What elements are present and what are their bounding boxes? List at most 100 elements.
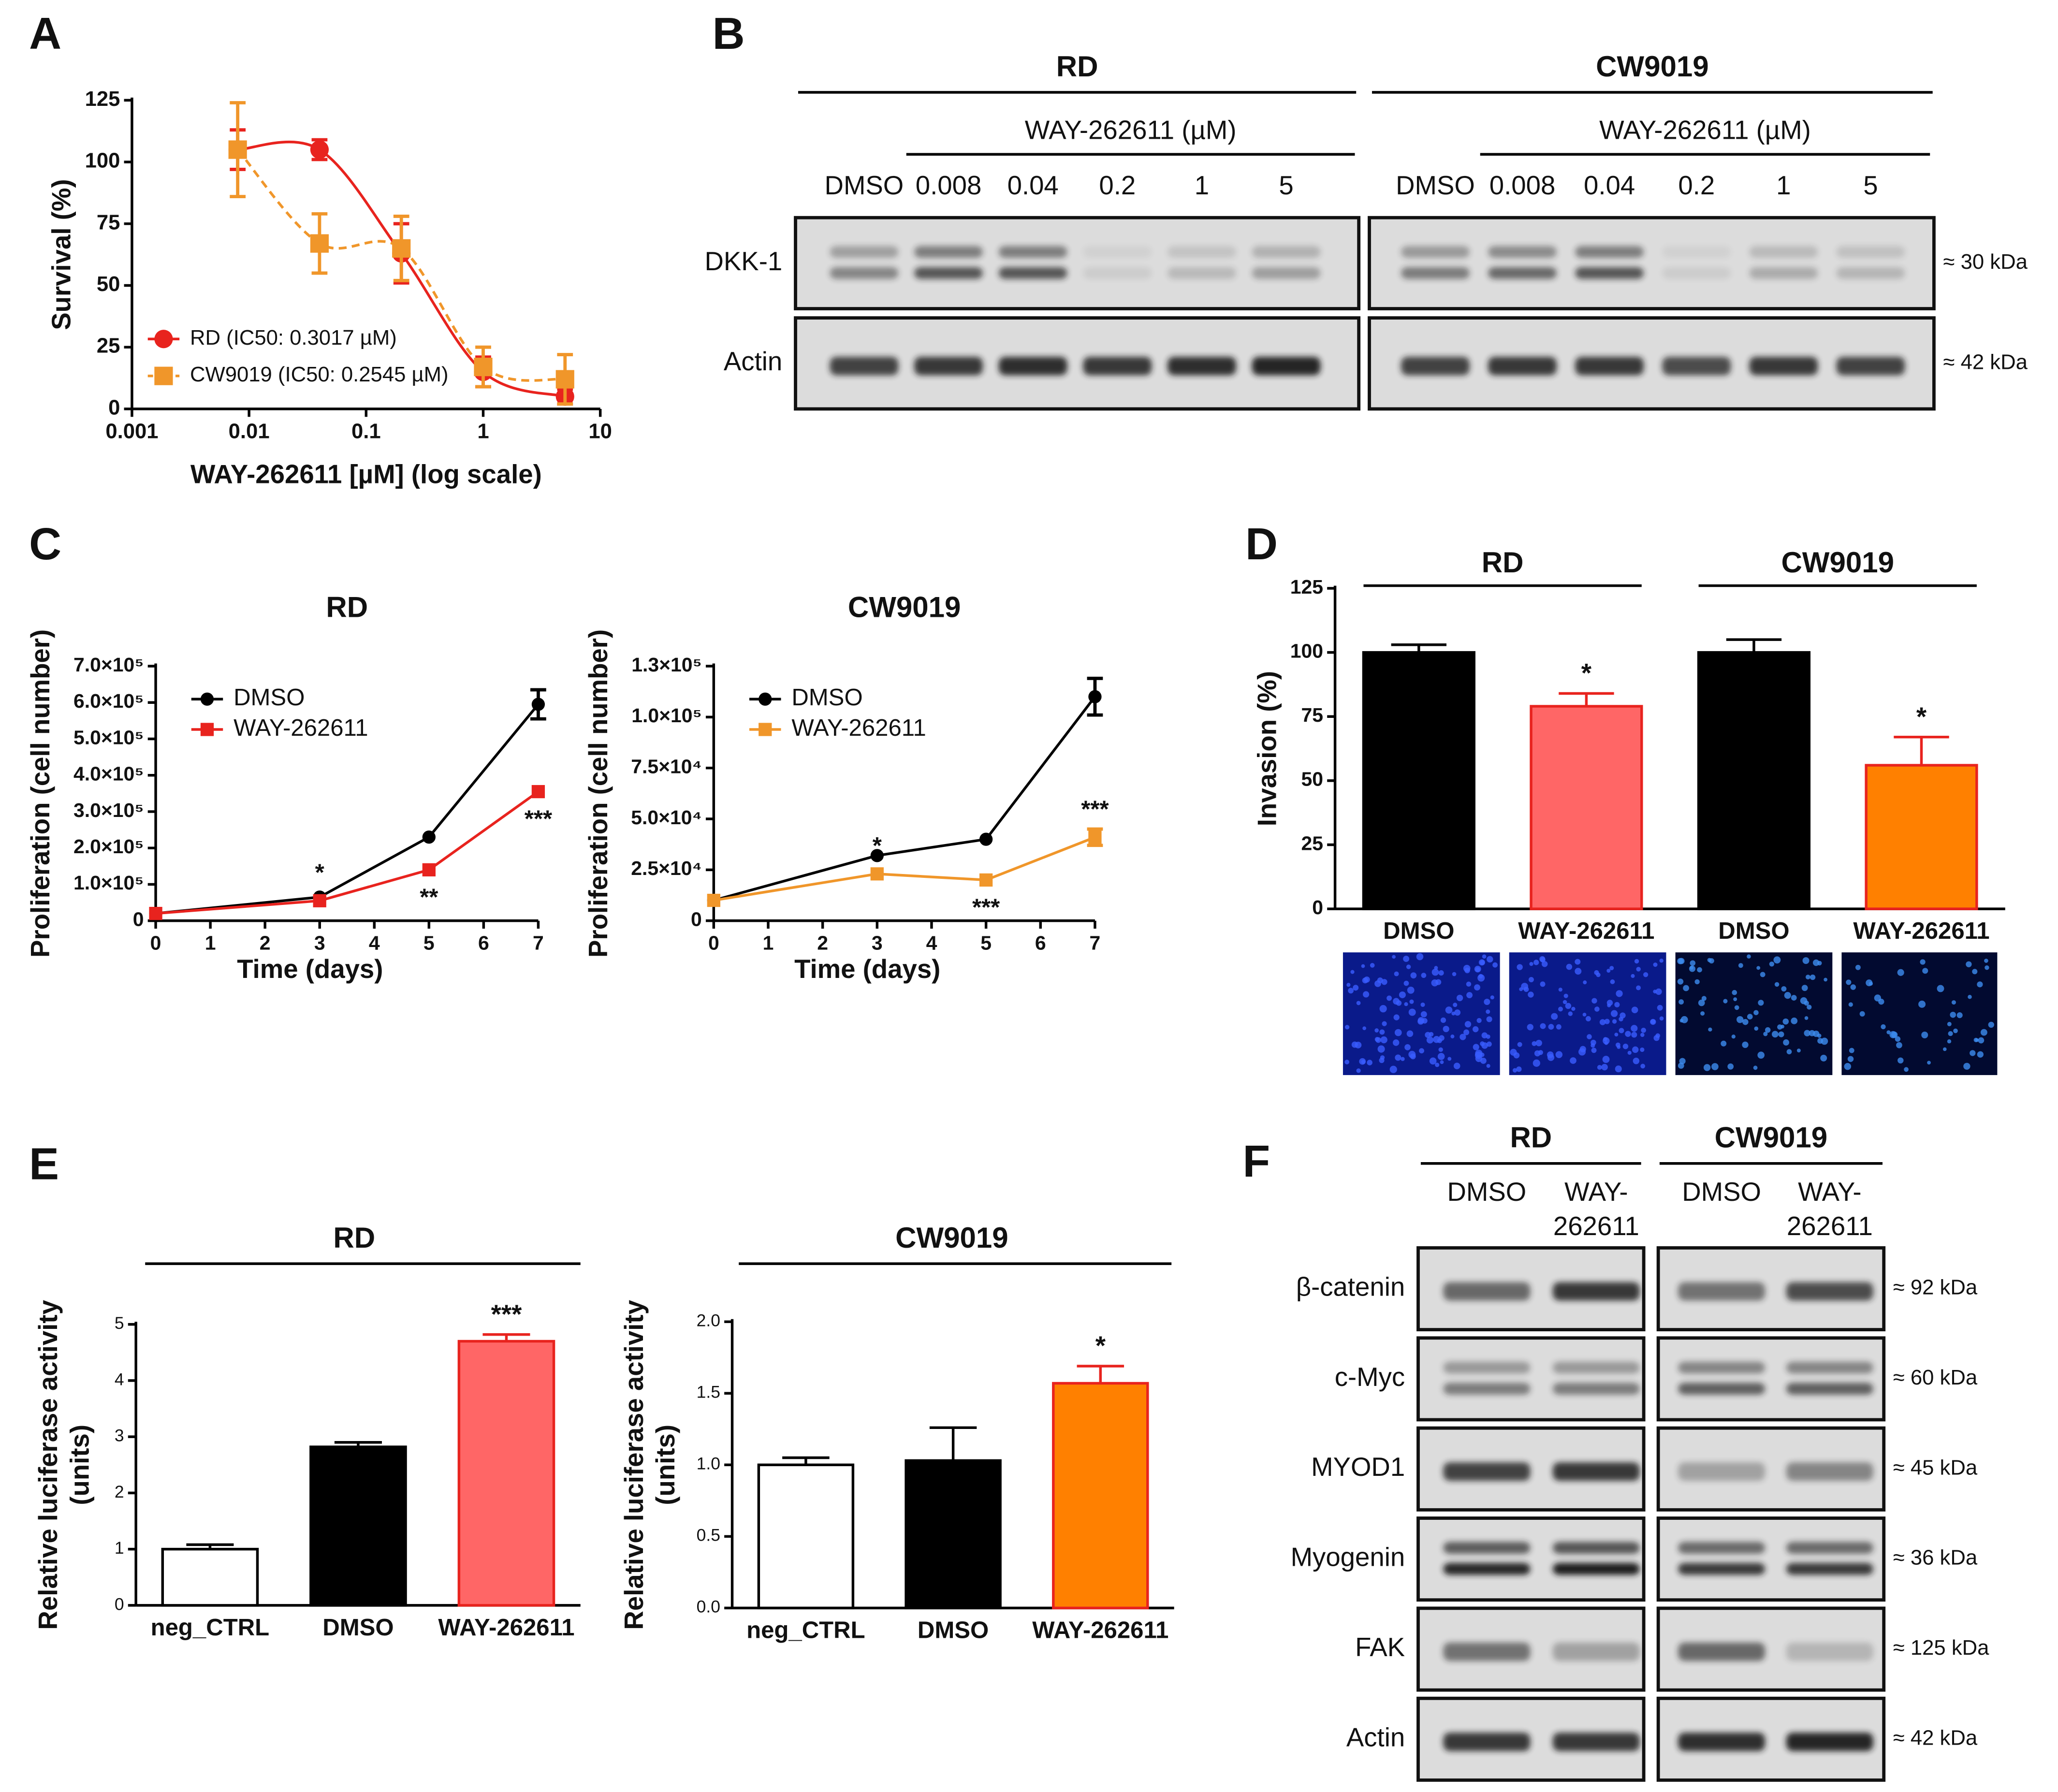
blot-band xyxy=(1443,1282,1531,1301)
cell-nucleus xyxy=(1361,964,1365,968)
y-tick-label: 2.0 xyxy=(697,1311,720,1330)
cell-nucleus xyxy=(1953,1028,1958,1034)
cell-nucleus xyxy=(1370,963,1375,968)
blot-band xyxy=(1401,267,1470,279)
x-tick-label: 5 xyxy=(423,932,435,954)
y-tick-label: 0.0 xyxy=(697,1597,720,1617)
y-tick-label: 100 xyxy=(85,149,120,173)
cell-nucleus xyxy=(1747,954,1751,959)
marker xyxy=(422,830,436,844)
cell-nucleus xyxy=(1920,959,1926,965)
cell-nucleus xyxy=(1344,1060,1350,1064)
y-tick-label: 5.0×10⁴ xyxy=(631,806,702,829)
blot-band xyxy=(914,357,983,376)
cell-nucleus xyxy=(1786,1049,1792,1055)
y-axis-label: Survival (%) xyxy=(46,179,76,330)
cell-nucleus xyxy=(1464,1021,1472,1028)
significance: *** xyxy=(491,1299,522,1329)
blot-band xyxy=(1749,357,1818,376)
x-tick-label: 4 xyxy=(926,932,937,954)
marker xyxy=(392,239,411,258)
cell-nucleus xyxy=(1774,982,1780,987)
cell-nucleus xyxy=(1950,1011,1956,1018)
blot-band xyxy=(1678,1361,1766,1374)
series-line xyxy=(155,703,540,915)
cell-nucleus xyxy=(1753,1065,1758,1070)
panel-letter: B xyxy=(713,8,745,58)
cell-nucleus xyxy=(1399,991,1406,998)
cell-nucleus xyxy=(1566,963,1573,970)
cell-nucleus xyxy=(1379,1005,1387,1013)
cell-nucleus xyxy=(1348,988,1354,994)
cell-nucleus xyxy=(1631,974,1635,978)
cell-nucleus xyxy=(1392,955,1396,959)
blot-band xyxy=(830,246,899,258)
legend-label: WAY-262611 xyxy=(234,715,368,741)
cell-nucleus xyxy=(1527,1024,1533,1031)
marker xyxy=(555,370,574,389)
cell-nucleus xyxy=(1478,959,1485,966)
cell-nucleus xyxy=(1434,966,1438,970)
cell-nucleus xyxy=(1742,1041,1749,1048)
cell-nucleus xyxy=(1512,1068,1518,1073)
cell-nucleus xyxy=(1363,991,1370,998)
cell-nucleus xyxy=(1801,985,1808,991)
cell-nucleus xyxy=(1977,981,1983,988)
blot-band xyxy=(1552,1282,1640,1301)
cell-nucleus xyxy=(1922,968,1928,974)
blot-band xyxy=(1552,1383,1640,1395)
cell-nucleus xyxy=(1447,1057,1452,1061)
cell-nucleus xyxy=(1377,1045,1385,1053)
y-axis-label: (units) xyxy=(651,1425,680,1505)
cell-nucleus xyxy=(1473,1044,1479,1050)
cell-nucleus xyxy=(1406,1030,1414,1037)
cell-nucleus xyxy=(1570,1057,1576,1064)
chart-title: RD xyxy=(333,1222,375,1254)
cell-nucleus xyxy=(1659,959,1664,963)
cell-nucleus xyxy=(1548,1024,1554,1030)
lane-label: 0.008 xyxy=(916,171,982,200)
cell-nucleus xyxy=(1606,969,1611,973)
size-label: ≈ 30 kDa xyxy=(1943,250,2028,274)
cell-nucleus xyxy=(1781,986,1787,992)
cell-nucleus xyxy=(1968,994,1972,999)
blot-band xyxy=(1083,246,1152,258)
cell-nucleus xyxy=(1519,987,1523,991)
cell-nucleus xyxy=(1617,1045,1621,1049)
bar xyxy=(1530,705,1643,910)
cell-nucleus xyxy=(1517,1042,1522,1047)
cell-nucleus xyxy=(1657,1005,1663,1011)
y-axis-label: Invasion (%) xyxy=(1253,671,1282,826)
row-label: Actin xyxy=(1346,1722,1405,1752)
legend-marker xyxy=(200,692,214,706)
cell-nucleus xyxy=(1482,954,1487,959)
cell-nucleus xyxy=(1655,988,1662,995)
cell-nucleus xyxy=(1389,1065,1397,1073)
cell-nucleus xyxy=(1975,1038,1979,1042)
lane-label: 1 xyxy=(1776,171,1791,200)
cell-nucleus xyxy=(1846,979,1852,985)
cell-nucleus xyxy=(1769,962,1775,967)
cell-nucleus xyxy=(1429,1032,1434,1037)
cell-nucleus xyxy=(1571,1006,1576,1011)
cell-nucleus xyxy=(1410,972,1417,979)
cell-nucleus xyxy=(1640,1033,1645,1037)
marker xyxy=(979,873,993,887)
cell-nucleus xyxy=(1599,1019,1606,1025)
bar xyxy=(309,1445,407,1607)
cell-nucleus xyxy=(1622,1043,1629,1049)
cell-nucleus xyxy=(1778,1031,1784,1037)
cell-nucleus xyxy=(1480,1052,1485,1057)
bar xyxy=(457,1340,555,1607)
group-label: RD xyxy=(1510,1121,1552,1153)
bar xyxy=(1697,651,1811,910)
significance: * xyxy=(1095,1331,1106,1360)
cell-nucleus xyxy=(1478,974,1483,979)
blot-band xyxy=(1786,1733,1873,1751)
cell-nucleus xyxy=(1977,1051,1984,1058)
cell-nucleus xyxy=(1921,1032,1928,1038)
y-axis-label: Relative luciferase activity xyxy=(33,1299,63,1630)
x-tick-label: DMSO xyxy=(1718,918,1789,944)
blot-band xyxy=(1401,246,1470,258)
cell-nucleus xyxy=(1587,1034,1592,1039)
